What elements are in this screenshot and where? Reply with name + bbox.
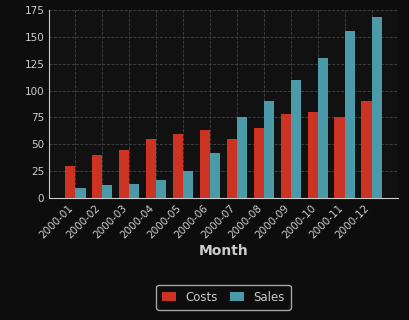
- Bar: [75, 188, 85, 198]
- Bar: [307, 112, 317, 198]
- Bar: [226, 139, 236, 198]
- Bar: [182, 172, 193, 198]
- Bar: [371, 17, 381, 198]
- Bar: [334, 117, 344, 198]
- Legend: Costs, Sales: Costs, Sales: [156, 285, 290, 309]
- Bar: [102, 186, 112, 198]
- Bar: [199, 131, 209, 198]
- Bar: [317, 58, 327, 198]
- Bar: [263, 101, 274, 198]
- Bar: [156, 180, 166, 198]
- Bar: [119, 150, 129, 198]
- Bar: [290, 80, 300, 198]
- Bar: [360, 101, 371, 198]
- Bar: [92, 155, 102, 198]
- Bar: [344, 31, 354, 198]
- Bar: [236, 117, 247, 198]
- Bar: [146, 139, 156, 198]
- Bar: [209, 153, 220, 198]
- Bar: [129, 184, 139, 198]
- Bar: [253, 128, 263, 198]
- X-axis label: Month: Month: [198, 244, 248, 258]
- Bar: [280, 114, 290, 198]
- Bar: [172, 134, 182, 198]
- Bar: [65, 166, 75, 198]
